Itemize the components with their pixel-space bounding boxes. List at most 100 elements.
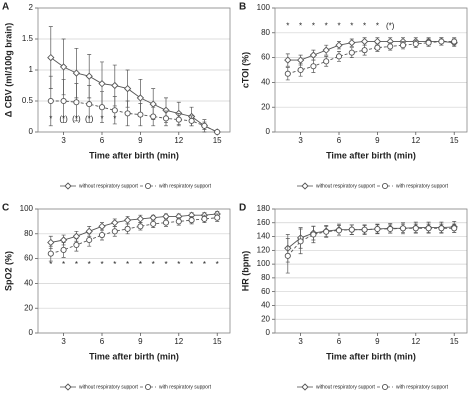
legend-marker: [64, 182, 72, 190]
marker: [214, 214, 221, 221]
x-tick-label: 9: [375, 337, 380, 346]
panel: D 0 20 40 60 80 100 120 140 160 180 3 6 9 12 15 Time aft…: [239, 203, 468, 391]
y-tick-label: 0.5: [22, 96, 34, 105]
legend-label: with respiratory support: [396, 384, 449, 390]
marker: [86, 101, 93, 108]
y-tick-label: 60: [24, 254, 33, 263]
y-tick-label: 160: [257, 218, 271, 227]
marker: [284, 70, 291, 77]
annotation: *: [126, 260, 129, 269]
marker: [373, 37, 382, 46]
marker: [399, 42, 407, 49]
legend-label: without respiratory support: [79, 183, 139, 189]
y-tick-label: 100: [257, 3, 271, 12]
y-tick-label: 1: [29, 65, 34, 74]
marker: [310, 63, 317, 70]
marker: [162, 212, 170, 221]
marker: [123, 216, 132, 224]
annotation: *: [350, 22, 353, 31]
y-axis-title: cTOI (%): [240, 52, 250, 88]
x-tick-label: 15: [213, 337, 222, 346]
y-tick-label: 0: [29, 328, 34, 337]
y-tick-label: 100: [20, 204, 34, 213]
marker: [73, 99, 80, 106]
plot-frame: [37, 208, 231, 334]
marker: [438, 38, 445, 45]
annotation: *: [139, 260, 142, 269]
marker: [150, 220, 157, 227]
marker: [387, 43, 394, 50]
marker: [59, 236, 68, 244]
panel-label: B: [239, 2, 246, 13]
legend-label: with respiratory support: [159, 384, 212, 390]
x-tick-label: 12: [174, 337, 183, 346]
annotation: *: [152, 260, 155, 269]
marker: [361, 226, 368, 233]
marker: [98, 222, 106, 230]
x-tick-label: 6: [100, 136, 105, 145]
x-tick-label: 6: [337, 337, 342, 346]
panel-label: A: [2, 2, 9, 13]
marker: [47, 250, 54, 257]
marker: [412, 225, 419, 232]
y-tick-label: 80: [24, 229, 33, 238]
marker: [284, 252, 291, 259]
y-tick-label: 1.5: [22, 34, 34, 43]
annotation: *: [363, 22, 366, 31]
x-tick-label: 3: [61, 136, 66, 145]
y-tick-label: 20: [261, 102, 270, 111]
x-axis-title: Time after birth (min): [89, 351, 179, 361]
x-tick-label: 6: [100, 337, 105, 346]
x-tick-label: 3: [298, 136, 303, 145]
y-tick-label: 120: [257, 245, 271, 254]
marker: [73, 241, 80, 249]
marker: [111, 81, 119, 90]
marker: [111, 107, 118, 114]
marker: [136, 215, 145, 223]
marker: [374, 44, 381, 51]
x-tick-label: 9: [375, 136, 380, 145]
legend-marker: [381, 182, 389, 190]
annotation: *: [325, 22, 328, 31]
x-tick-label: 15: [450, 136, 459, 145]
marker: [149, 100, 157, 108]
marker: [201, 122, 208, 129]
marker: [296, 56, 305, 64]
marker: [188, 117, 195, 124]
annotation: *: [113, 260, 116, 269]
marker: [111, 219, 119, 227]
marker: [335, 227, 343, 234]
marker: [150, 113, 157, 120]
annotation: *: [190, 260, 193, 269]
annotation: (*): [59, 115, 68, 124]
marker: [98, 231, 106, 239]
marker: [284, 56, 292, 64]
marker: [86, 236, 93, 244]
marker: [98, 80, 106, 88]
annotation: *: [75, 260, 78, 269]
y-axis-title: HR (bpm): [240, 251, 250, 292]
annotation: *: [49, 260, 52, 269]
annotation: (*): [386, 22, 395, 31]
marker: [47, 238, 55, 247]
marker: [60, 246, 67, 253]
annotation: *: [177, 260, 180, 269]
x-tick-label: 12: [411, 136, 420, 145]
x-tick-label: 12: [411, 337, 420, 346]
marker: [335, 41, 343, 49]
y-tick-label: 140: [257, 232, 271, 241]
y-tick-label: 180: [257, 204, 271, 213]
legend-marker: [301, 383, 309, 391]
annotation: (*): [85, 115, 94, 124]
marker: [72, 232, 81, 240]
x-axis-title: Time after birth (min): [89, 150, 179, 160]
legend-label: without respiratory support: [316, 384, 376, 390]
marker: [348, 226, 355, 233]
legend-marker: [301, 182, 309, 190]
x-tick-label: 9: [138, 136, 143, 145]
y-axis-title: Δ CBV (ml/100g brain): [3, 23, 13, 118]
legend-marker: [144, 182, 152, 190]
marker: [111, 228, 118, 235]
marker: [387, 225, 394, 233]
panel-label: D: [239, 203, 246, 214]
